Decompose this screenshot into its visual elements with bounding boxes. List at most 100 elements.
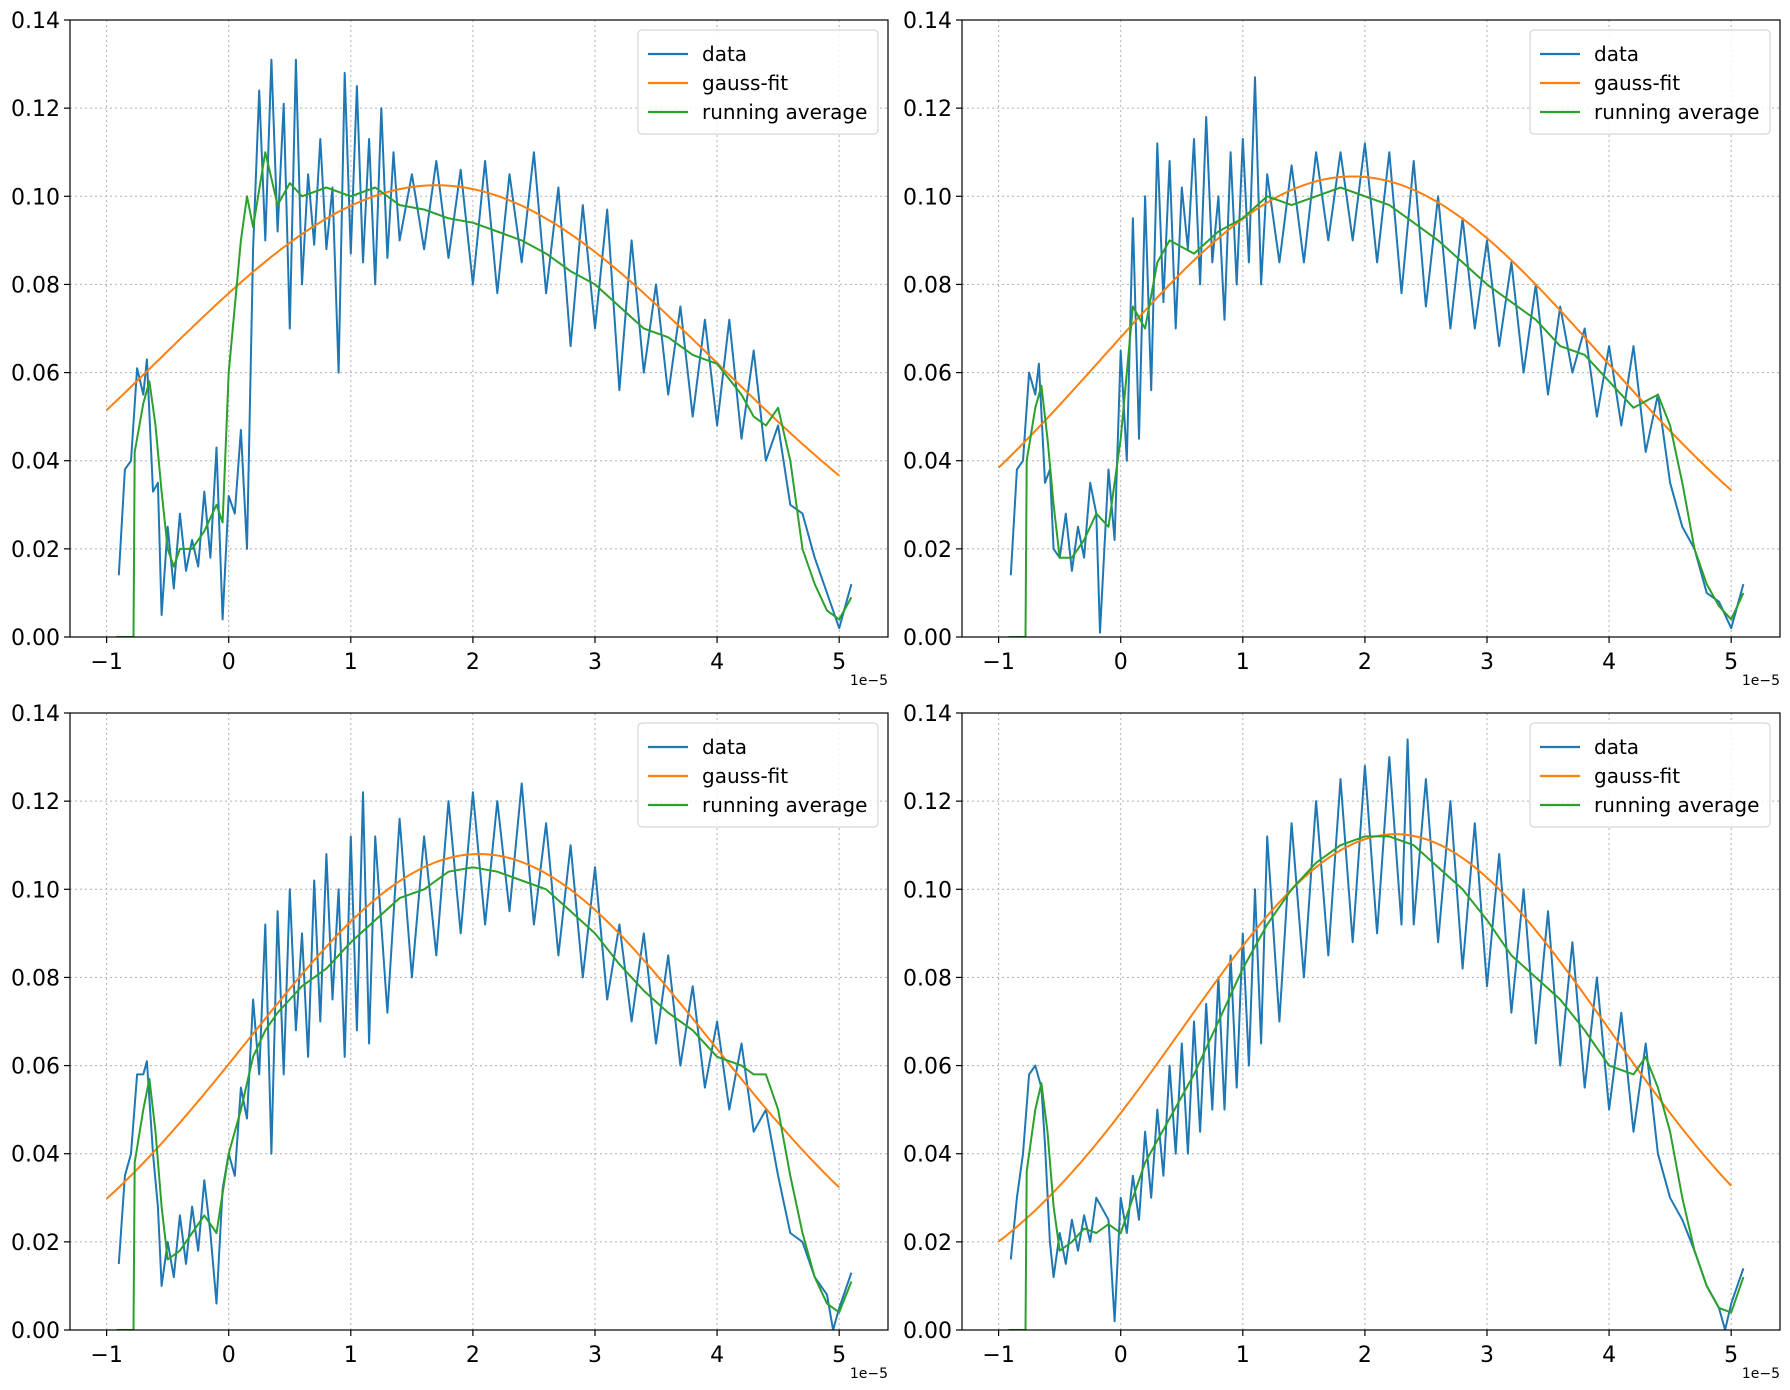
chart-panel-top-left: −1 0 1 2 3 4 5 0.00 0.02 0.04 0.06 0.08 0.10 0.12 0.14… bbox=[11, 9, 889, 689]
series-group bbox=[105, 58, 853, 637]
y-tick-label: 0.08 bbox=[903, 273, 952, 298]
x-tick-label: 3 bbox=[1480, 650, 1494, 675]
y-tick-label: 0.04 bbox=[11, 1143, 60, 1168]
legend: data gauss-fit running average bbox=[637, 29, 879, 135]
legend-label: data bbox=[702, 735, 747, 759]
axes-frame bbox=[69, 19, 889, 638]
x-tick-label: 3 bbox=[588, 650, 602, 675]
legend: data gauss-fit running average bbox=[1529, 29, 1771, 135]
y-tick-label: 0.06 bbox=[903, 1055, 952, 1080]
y-tick-label: 0.14 bbox=[903, 702, 952, 727]
x-tick-label: 4 bbox=[710, 1343, 724, 1368]
axes-frame bbox=[69, 712, 889, 1331]
y-tick-label: 0.00 bbox=[11, 1319, 60, 1344]
x-tick-label: 4 bbox=[1602, 1343, 1616, 1368]
legend-box bbox=[637, 29, 879, 135]
legend-label: running average bbox=[702, 100, 867, 124]
y-tick-label: 0.02 bbox=[11, 1231, 60, 1256]
y-tick-label: 0.14 bbox=[11, 702, 60, 727]
y-tick-label: 0.08 bbox=[903, 966, 952, 991]
y-tick-label: 0.08 bbox=[11, 273, 60, 298]
series-line-running-average bbox=[116, 866, 853, 1330]
axes-frame bbox=[961, 19, 1781, 638]
legend: data gauss-fit running average bbox=[1529, 722, 1771, 828]
legend-label: gauss-fit bbox=[1594, 764, 1680, 788]
chart-panel-bottom-right: −1 0 1 2 3 4 5 0.00 0.02 0.04 0.06 0.08 0.10 0.12 0.14… bbox=[903, 702, 1781, 1382]
x-tick-label: 4 bbox=[710, 650, 724, 675]
legend-label: data bbox=[702, 42, 747, 66]
y-tick-label: 0.10 bbox=[11, 185, 60, 210]
y-tick-label: 0.14 bbox=[903, 9, 952, 34]
chart-panel-top-right: −1 0 1 2 3 4 5 0.00 0.02 0.04 0.06 0.08 0.10 0.12 0.14… bbox=[903, 9, 1781, 689]
y-tick-label: 0.08 bbox=[11, 966, 60, 991]
x-tick-label: 3 bbox=[588, 1343, 602, 1368]
x-tick-label: 0 bbox=[1114, 1343, 1128, 1368]
legend-label: running average bbox=[1594, 793, 1759, 817]
x-tick-label: 1 bbox=[344, 650, 358, 675]
y-tick-label: 0.04 bbox=[11, 450, 60, 475]
x-tick-label: 0 bbox=[222, 650, 236, 675]
series-line-gauss-fit bbox=[997, 833, 1732, 1243]
series-line-gauss-fit bbox=[105, 853, 840, 1200]
x-tick-label: −1 bbox=[90, 650, 122, 675]
legend-box bbox=[1529, 722, 1771, 828]
x-tick-label: 1 bbox=[1236, 1343, 1250, 1368]
legend-label: data bbox=[1594, 42, 1639, 66]
x-tick-label: 5 bbox=[1724, 1343, 1738, 1368]
x-offset-label: 1e−5 bbox=[1742, 1366, 1780, 1382]
x-tick-label: 0 bbox=[1114, 650, 1128, 675]
y-tick-label: 0.10 bbox=[11, 878, 60, 903]
series-group bbox=[105, 782, 853, 1330]
series-line-data bbox=[117, 58, 853, 630]
x-tick-label: 4 bbox=[1602, 650, 1616, 675]
x-tick-label: −1 bbox=[982, 650, 1014, 675]
series-line-gauss-fit bbox=[997, 175, 1732, 491]
x-tick-label: 0 bbox=[222, 1343, 236, 1368]
series-line-running-average bbox=[116, 151, 853, 637]
y-tick-label: 0.02 bbox=[903, 538, 952, 563]
x-offset-label: 1e−5 bbox=[850, 1366, 888, 1382]
legend-label: gauss-fit bbox=[702, 71, 788, 95]
legend-label: running average bbox=[1594, 100, 1759, 124]
y-tick-label: 0.12 bbox=[903, 97, 952, 122]
series-group bbox=[997, 738, 1745, 1330]
y-tick-label: 0.12 bbox=[11, 790, 60, 815]
x-tick-label: 1 bbox=[1236, 650, 1250, 675]
x-tick-label: 3 bbox=[1480, 1343, 1494, 1368]
legend-box bbox=[637, 722, 879, 828]
y-tick-label: 0.02 bbox=[11, 538, 60, 563]
x-tick-label: −1 bbox=[90, 1343, 122, 1368]
y-tick-label: 0.14 bbox=[11, 9, 60, 34]
x-tick-label: 5 bbox=[832, 650, 846, 675]
series-line-data bbox=[1009, 76, 1745, 634]
y-tick-label: 0.12 bbox=[903, 790, 952, 815]
x-tick-label: 2 bbox=[1358, 1343, 1372, 1368]
legend-label: data bbox=[1594, 735, 1639, 759]
series-line-running-average bbox=[1008, 835, 1745, 1330]
legend-label: gauss-fit bbox=[702, 764, 788, 788]
x-offset-label: 1e−5 bbox=[850, 673, 888, 689]
y-tick-label: 0.06 bbox=[11, 1055, 60, 1080]
y-tick-label: 0.12 bbox=[11, 97, 60, 122]
y-tick-label: 0.06 bbox=[903, 362, 952, 387]
y-tick-label: 0.02 bbox=[903, 1231, 952, 1256]
series-line-data bbox=[1009, 738, 1745, 1330]
x-tick-label: 1 bbox=[344, 1343, 358, 1368]
series-line-running-average bbox=[1008, 186, 1745, 637]
x-tick-label: 2 bbox=[1358, 650, 1372, 675]
x-tick-label: 5 bbox=[1724, 650, 1738, 675]
y-tick-label: 0.04 bbox=[903, 450, 952, 475]
y-tick-label: 0.10 bbox=[903, 878, 952, 903]
x-tick-label: −1 bbox=[982, 1343, 1014, 1368]
x-tick-label: 5 bbox=[832, 1343, 846, 1368]
x-tick-label: 2 bbox=[466, 650, 480, 675]
y-tick-label: 0.04 bbox=[903, 1143, 952, 1168]
series-line-data bbox=[117, 782, 853, 1330]
y-tick-label: 0.06 bbox=[11, 362, 60, 387]
series-group bbox=[997, 76, 1745, 637]
legend-label: gauss-fit bbox=[1594, 71, 1680, 95]
y-tick-label: 0.00 bbox=[903, 626, 952, 651]
y-tick-label: 0.00 bbox=[11, 626, 60, 651]
legend-box bbox=[1529, 29, 1771, 135]
